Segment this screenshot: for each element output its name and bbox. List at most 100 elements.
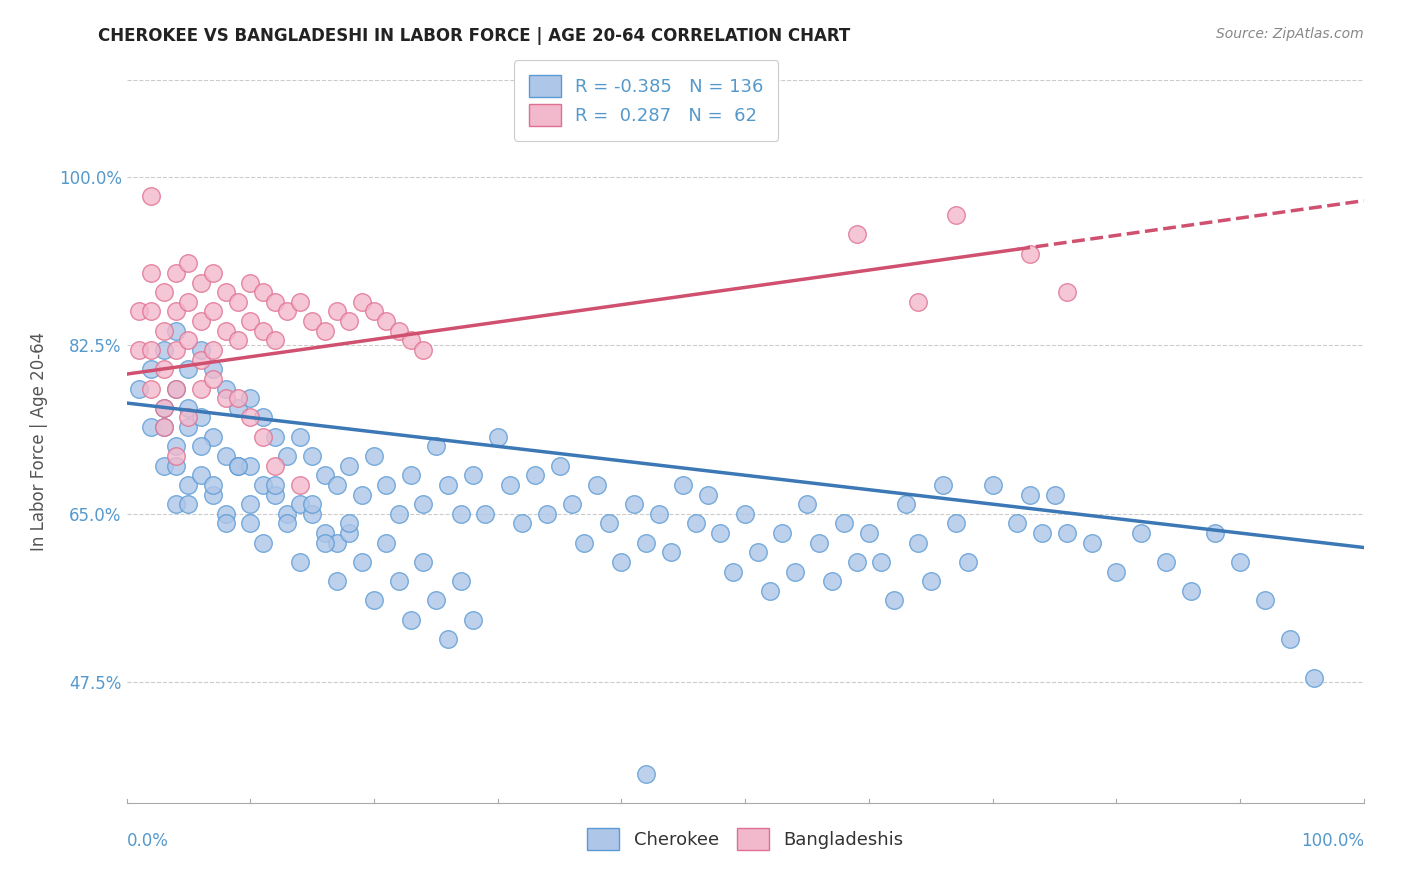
Point: [202, 304, 225, 318]
Point: [561, 497, 583, 511]
Point: [165, 382, 187, 396]
Point: [474, 507, 496, 521]
Point: [388, 324, 411, 338]
Point: [226, 391, 249, 405]
Point: [1229, 555, 1251, 569]
Point: [1303, 671, 1326, 685]
Point: [314, 535, 336, 549]
Point: [659, 545, 682, 559]
Point: [1018, 246, 1040, 260]
Point: [363, 593, 385, 607]
Point: [388, 574, 411, 589]
Point: [337, 458, 360, 473]
Point: [314, 468, 336, 483]
Point: [190, 343, 212, 357]
Point: [152, 458, 174, 473]
Point: [337, 516, 360, 531]
Point: [672, 478, 695, 492]
Point: [288, 497, 311, 511]
Point: [314, 324, 336, 338]
Point: [165, 458, 187, 473]
Point: [214, 516, 236, 531]
Point: [226, 401, 249, 415]
Point: [264, 487, 287, 501]
Point: [252, 478, 274, 492]
Point: [598, 516, 620, 531]
Point: [252, 410, 274, 425]
Point: [1105, 565, 1128, 579]
Point: [1130, 526, 1153, 541]
Point: [239, 391, 262, 405]
Point: [252, 285, 274, 300]
Point: [264, 294, 287, 309]
Point: [770, 526, 793, 541]
Point: [226, 294, 249, 309]
Point: [1056, 285, 1078, 300]
Point: [226, 458, 249, 473]
Point: [276, 304, 298, 318]
Point: [165, 343, 187, 357]
Point: [623, 497, 645, 511]
Point: [636, 535, 658, 549]
Point: [152, 401, 174, 415]
Point: [177, 401, 200, 415]
Point: [399, 334, 422, 348]
Point: [165, 304, 187, 318]
Point: [202, 478, 225, 492]
Point: [437, 632, 460, 646]
Point: [264, 334, 287, 348]
Point: [152, 285, 174, 300]
Point: [165, 382, 187, 396]
Text: 100.0%: 100.0%: [1301, 831, 1364, 850]
Point: [709, 526, 731, 541]
Point: [252, 324, 274, 338]
Point: [214, 382, 236, 396]
Point: [759, 583, 782, 598]
Point: [165, 324, 187, 338]
Point: [190, 468, 212, 483]
Point: [399, 468, 422, 483]
Point: [177, 294, 200, 309]
Point: [512, 516, 534, 531]
Point: [1043, 487, 1066, 501]
Point: [388, 507, 411, 521]
Point: [450, 507, 472, 521]
Point: [152, 401, 174, 415]
Point: [337, 526, 360, 541]
Point: [190, 382, 212, 396]
Point: [177, 410, 200, 425]
Point: [314, 526, 336, 541]
Point: [177, 256, 200, 270]
Point: [326, 478, 349, 492]
Point: [152, 420, 174, 434]
Point: [301, 497, 323, 511]
Point: [141, 304, 163, 318]
Point: [734, 507, 756, 521]
Point: [412, 343, 434, 357]
Point: [190, 410, 212, 425]
Point: [165, 266, 187, 280]
Text: CHEROKEE VS BANGLADESHI IN LABOR FORCE | AGE 20-64 CORRELATION CHART: CHEROKEE VS BANGLADESHI IN LABOR FORCE |…: [98, 27, 851, 45]
Point: [461, 613, 484, 627]
Point: [523, 468, 546, 483]
Point: [252, 535, 274, 549]
Point: [1278, 632, 1301, 646]
Point: [141, 266, 163, 280]
Point: [214, 391, 236, 405]
Point: [783, 565, 806, 579]
Point: [239, 458, 262, 473]
Text: Source: ZipAtlas.com: Source: ZipAtlas.com: [1216, 27, 1364, 41]
Point: [796, 497, 818, 511]
Point: [128, 343, 150, 357]
Point: [499, 478, 522, 492]
Point: [375, 478, 398, 492]
Point: [425, 439, 447, 453]
Point: [721, 565, 744, 579]
Point: [832, 516, 855, 531]
Point: [141, 362, 163, 376]
Point: [647, 507, 669, 521]
Point: [177, 420, 200, 434]
Point: [226, 458, 249, 473]
Point: [585, 478, 607, 492]
Point: [412, 497, 434, 511]
